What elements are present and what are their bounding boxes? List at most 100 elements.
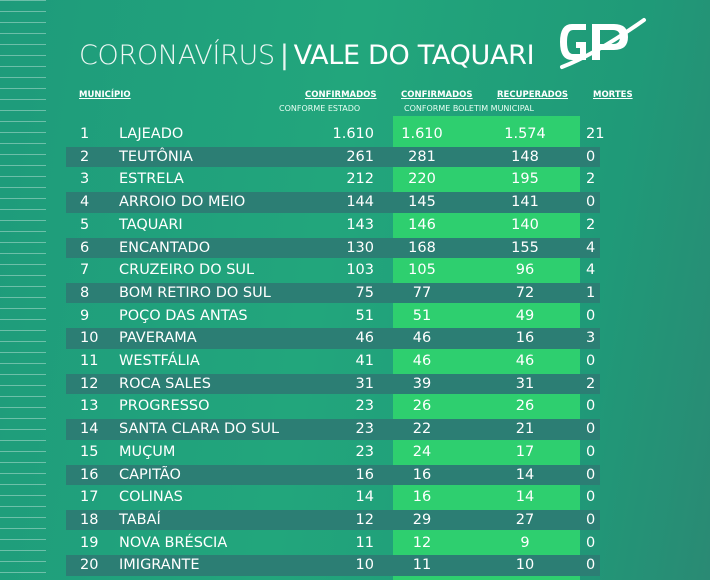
table-row: 13 PROGRESSO 23 26 26 0	[66, 396, 595, 417]
row-number: 17	[80, 489, 99, 506]
row-confirmados-boletim: 16	[412, 489, 432, 506]
row-confirmados-estado: 31	[355, 375, 374, 392]
row-mortes: 3	[580, 328, 600, 349]
row-confirmados-boletim: 39	[412, 375, 432, 392]
row-recuperados: 16	[515, 330, 535, 347]
table-row: 19 NOVA BRÉSCIA 11 12 9 0	[66, 533, 595, 554]
row-number: 20	[80, 557, 99, 574]
row-number: 8	[80, 284, 90, 301]
row-confirmados-boletim: 12	[412, 534, 432, 551]
row-recuperados: 1.574	[504, 126, 546, 142]
row-confirmados-boletim: 1.610	[401, 126, 443, 142]
row-confirmados-estado: 75	[355, 284, 374, 301]
row-confirmados-estado: 1.610	[332, 126, 374, 142]
row-number: 2	[80, 148, 90, 165]
gp-logo: GP	[560, 18, 646, 69]
row-recuperados: 141	[511, 194, 539, 211]
row-mortes: 4	[586, 262, 596, 279]
table-row: 15 MUÇUM 23 24 17 0	[66, 442, 595, 463]
row-recuperados: 21	[515, 421, 535, 438]
title-region: VALE DO TAQUARI	[293, 40, 535, 71]
row-municipio: CAPITÃO	[119, 466, 181, 483]
row-confirmados-estado: 14	[355, 489, 374, 506]
row-municipio: BOM RETIRO DO SUL	[119, 284, 271, 301]
row-confirmados-estado: 23	[355, 443, 374, 460]
row-confirmados-estado: 103	[346, 262, 374, 279]
row-recuperados: 26	[515, 398, 535, 415]
row-municipio: POÇO DAS ANTAS	[119, 307, 248, 324]
row-municipio: MUÇUM	[119, 443, 176, 460]
row-mortes: 2	[580, 373, 600, 395]
row-confirmados-estado: 23	[355, 398, 374, 415]
table-row: 11 WESTFÁLIA 41 46 46 0	[66, 351, 595, 372]
row-number: 19	[80, 534, 99, 551]
table-row: 4 ARROIO DO MEIO 144 145 141 0	[66, 192, 600, 213]
row-confirmados-estado: 143	[346, 216, 374, 233]
row-mortes: 2	[586, 216, 596, 233]
row-municipio: SANTA CLARA DO SUL	[119, 421, 280, 438]
table-row: 14 SANTA CLARA DO SUL 23 22 21 0	[66, 419, 600, 440]
row-number: 13	[80, 398, 99, 415]
row-municipio: ROCA SALES	[119, 375, 211, 392]
row-confirmados-boletim: 220	[408, 171, 436, 188]
row-confirmados-estado: 23	[355, 421, 374, 438]
col-confirmados-estado-header: CONFIRMADOS	[305, 90, 377, 100]
row-recuperados: 14	[515, 489, 535, 506]
table-row: 10 PAVERAMA 46 46 16 3	[66, 328, 600, 349]
row-number: 1	[80, 126, 90, 142]
row-confirmados-boletim: 105	[408, 262, 436, 279]
row-number: 18	[80, 511, 99, 528]
row-confirmados-estado: 46	[355, 330, 374, 347]
row-confirmados-estado: 10	[355, 557, 374, 574]
row-recuperados: 31	[515, 375, 535, 392]
row-number: 3	[80, 171, 90, 188]
row-mortes: 0	[586, 307, 596, 324]
row-number: 16	[80, 466, 99, 483]
row-municipio: PAVERAMA	[119, 330, 197, 347]
row-confirmados-estado: 11	[355, 534, 374, 551]
row-mortes: 0	[580, 555, 600, 576]
row-recuperados: 155	[511, 239, 539, 256]
row-confirmados-boletim: 29	[412, 511, 432, 528]
row-confirmados-boletim: 281	[408, 148, 436, 165]
table-row: 16 CAPITÃO 16 16 14 0	[66, 464, 600, 485]
col-municipio-header: MUNICÍPIO	[79, 90, 131, 100]
row-number: 7	[80, 262, 90, 279]
row-recuperados: 9	[520, 534, 530, 551]
table-row: 9 POÇO DAS ANTAS 51 51 49 0	[66, 306, 595, 327]
row-confirmados-boletim: 22	[412, 421, 432, 438]
col-confirmados-boletim-header: CONFIRMADOS	[401, 90, 473, 100]
row-municipio: TAQUARI	[119, 216, 183, 233]
row-municipio: CRUZEIRO DO SUL	[119, 262, 255, 279]
row-number: 10	[80, 330, 99, 347]
row-confirmados-boletim: 168	[408, 239, 436, 256]
row-number: 5	[80, 216, 90, 233]
row-confirmados-estado: 41	[355, 353, 374, 369]
row-municipio: LAJEADO	[119, 126, 184, 142]
row-number: 9	[80, 307, 90, 324]
row-mortes: 0	[586, 353, 596, 369]
row-mortes: 0	[586, 534, 596, 551]
row-mortes: 0	[586, 489, 596, 506]
row-municipio: WESTFÁLIA	[119, 353, 200, 369]
row-confirmados-boletim: 46	[412, 353, 432, 369]
decorative-lines	[0, 0, 46, 580]
table-row: 12 ROCA SALES 31 39 31 2	[66, 373, 600, 395]
row-number: 15	[80, 443, 99, 460]
row-confirmados-boletim: 46	[412, 330, 432, 347]
row-recuperados: 140	[511, 216, 539, 233]
row-recuperados: 14	[515, 466, 535, 483]
row-recuperados: 17	[515, 443, 535, 460]
row-confirmados-estado: 12	[355, 511, 374, 528]
row-mortes: 1	[580, 282, 600, 304]
row-municipio: ESTRELA	[119, 171, 184, 188]
page-title: CORONAVÍRUS | VALE DO TAQUARI	[79, 40, 535, 71]
row-recuperados: 195	[511, 171, 539, 188]
row-mortes: 21	[586, 126, 605, 142]
row-municipio: ARROIO DO MEIO	[119, 194, 246, 211]
row-number: 12	[80, 375, 99, 392]
row-mortes: 4	[580, 237, 600, 258]
col-recuperados-header: RECUPERADOS	[497, 90, 569, 100]
row-confirmados-boletim: 77	[412, 284, 432, 301]
row-confirmados-boletim: 24	[412, 443, 432, 460]
